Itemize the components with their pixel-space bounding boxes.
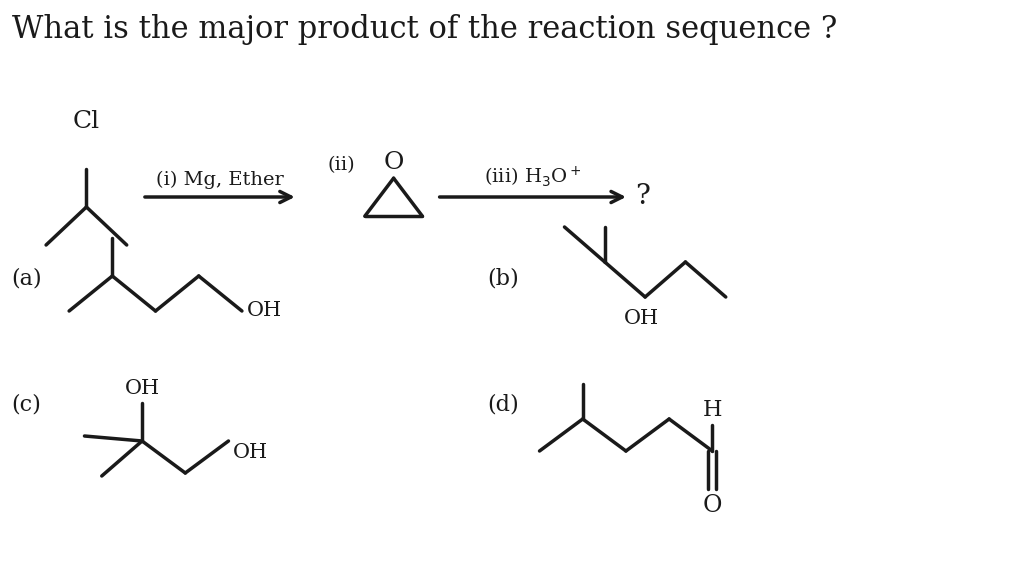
Text: (ii): (ii) <box>328 156 355 174</box>
Text: ?: ? <box>636 184 650 211</box>
Text: OH: OH <box>125 379 160 398</box>
Text: O: O <box>383 151 403 174</box>
Text: (c): (c) <box>11 394 41 416</box>
Text: OH: OH <box>247 302 282 321</box>
Text: H: H <box>702 399 722 421</box>
Text: OH: OH <box>624 309 658 328</box>
Text: (a): (a) <box>11 267 42 289</box>
Text: (i) Mg, Ether: (i) Mg, Ether <box>156 171 284 189</box>
Text: O: O <box>702 494 722 517</box>
Text: Cl: Cl <box>73 110 100 133</box>
Text: OH: OH <box>233 443 268 462</box>
Text: What is the major product of the reaction sequence ?: What is the major product of the reactio… <box>11 14 837 45</box>
Text: (iii) H$_3$O$^+$: (iii) H$_3$O$^+$ <box>484 164 582 189</box>
Text: (b): (b) <box>487 267 519 289</box>
Text: (d): (d) <box>487 394 519 416</box>
